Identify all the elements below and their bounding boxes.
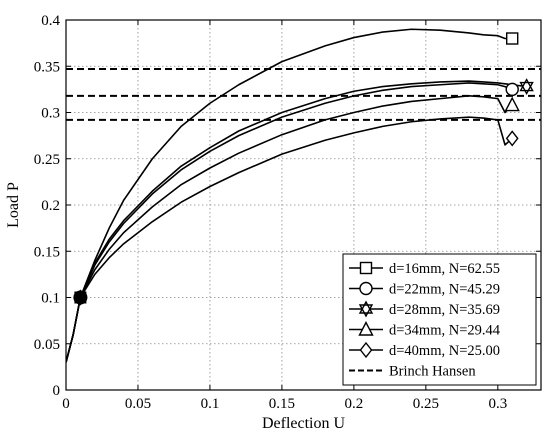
legend-label-2: d=22mm, N=45.29 <box>389 282 500 298</box>
y-tick-label: 0 <box>53 383 61 399</box>
series-marker-2-shape <box>505 82 519 97</box>
series-marker-4 <box>504 96 520 112</box>
series-marker-2 <box>505 82 519 97</box>
legend-marker-3-shape-b <box>358 304 374 318</box>
x-tick-label: 0.25 <box>413 396 439 412</box>
y-tick-label: 0.3 <box>41 106 60 122</box>
y-tick-label: 0.35 <box>34 59 60 75</box>
series-line-1 <box>66 28 513 363</box>
y-tick-label: 0.1 <box>41 291 60 307</box>
legend-marker-2-shape <box>359 281 373 296</box>
legend-marker-1-shape <box>359 261 373 275</box>
legend-marker-5 <box>359 341 373 359</box>
legend-marker-4 <box>358 320 374 336</box>
start-marker-diamond <box>73 289 88 306</box>
x-tick-label: 0.2 <box>345 396 364 412</box>
legend-label-reference: Brinch Hansen <box>389 364 476 380</box>
series-line-4 <box>66 95 513 363</box>
series-marker-5 <box>505 130 519 147</box>
series-marker-1-shape <box>506 32 519 45</box>
x-tick-label: 0.05 <box>125 396 151 412</box>
reference-lines <box>66 68 541 121</box>
x-axis-title: Deflection U <box>262 415 346 432</box>
legend-label-4: d=34mm, N=29.44 <box>389 323 501 339</box>
legend-label-5: d=40mm, N=25.00 <box>389 343 500 359</box>
y-tick-label: 0.15 <box>34 244 60 260</box>
series-marker-3 <box>519 78 534 96</box>
legend-marker-1 <box>359 261 373 275</box>
legend-label-3: d=28mm, N=35.69 <box>389 302 500 318</box>
x-tick-label: 0 <box>62 396 70 412</box>
series-marker-5-shape <box>505 130 519 147</box>
y-axis-title: Load P <box>5 182 22 228</box>
series-marker-4-shape <box>504 96 520 112</box>
series-markers <box>504 32 534 147</box>
series-marker-1 <box>506 32 519 45</box>
series-lines <box>66 28 527 363</box>
x-tick-label: 0.1 <box>201 396 220 412</box>
legend-box <box>342 253 537 386</box>
start-markers <box>73 289 88 306</box>
plot-frame <box>65 19 542 391</box>
y-tick-label: 0.05 <box>34 337 60 353</box>
series-line-2 <box>66 82 513 363</box>
x-tick-label: 0.3 <box>488 396 507 412</box>
y-tick-label: 0.2 <box>41 198 60 214</box>
legend-marker-5-shape <box>359 341 373 359</box>
series-marker-3-shape-b <box>519 81 534 96</box>
legend-marker-4-shape <box>358 320 374 336</box>
legend-marker-3 <box>358 300 374 318</box>
y-tick-label: 0.4 <box>41 13 60 29</box>
legend-label-1: d=16mm, N=62.55 <box>389 261 500 277</box>
y-tick-label: 0.25 <box>34 152 60 168</box>
ticks: 0 0.05 0.1 0.15 0.2 0.25 0.3 0 0.05 0.1 0.15 0.2 0.2… <box>34 13 541 412</box>
series-line-5 <box>66 116 513 363</box>
legend: d=16mm, N=62.55 d=22mm, N=45.29 d=28mm, N=… <box>342 253 537 386</box>
series-line-3 <box>66 80 527 363</box>
legend-marker-2 <box>359 281 373 296</box>
x-tick-label: 0.15 <box>269 396 295 412</box>
